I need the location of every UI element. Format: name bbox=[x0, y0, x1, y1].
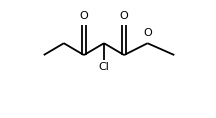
Text: O: O bbox=[143, 28, 152, 38]
Text: O: O bbox=[79, 11, 88, 21]
Text: O: O bbox=[120, 11, 129, 21]
Text: Cl: Cl bbox=[98, 62, 110, 72]
